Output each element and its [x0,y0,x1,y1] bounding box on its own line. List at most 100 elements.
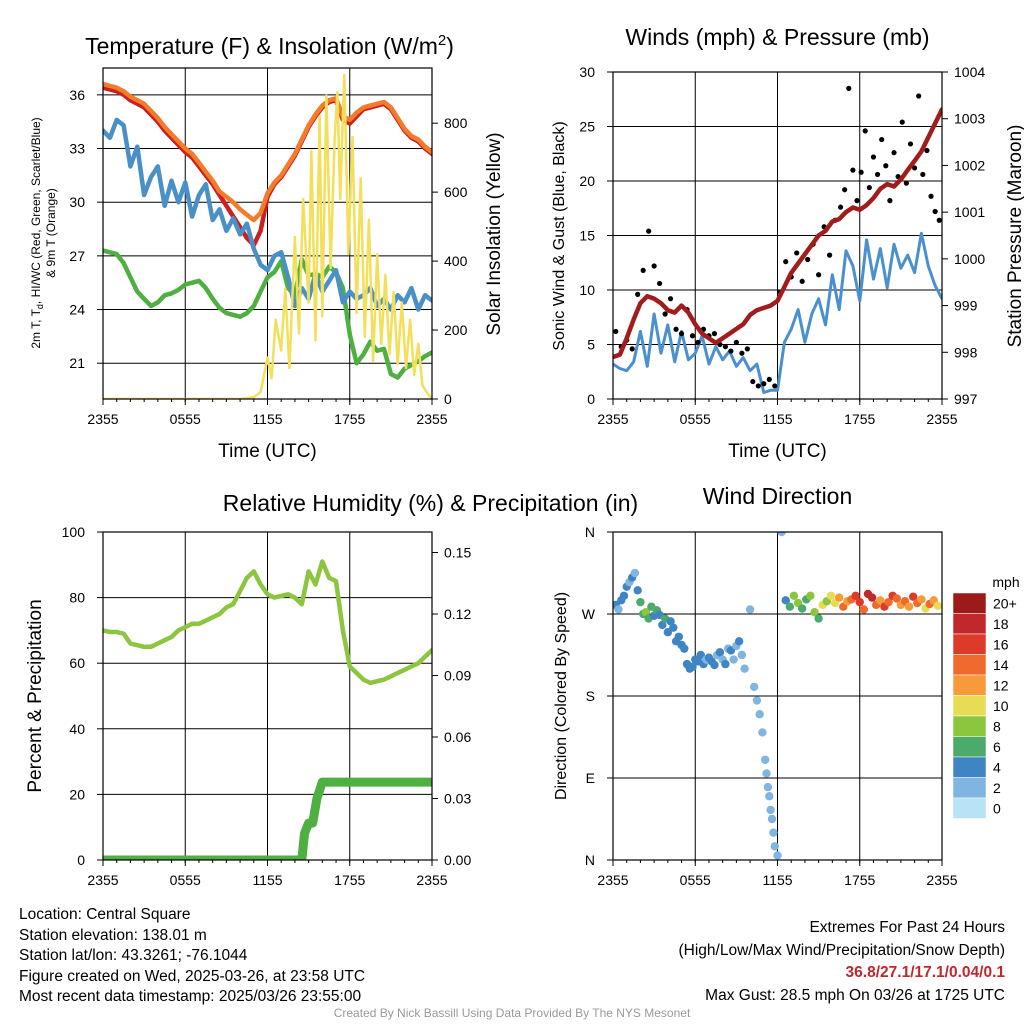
wind-gust-point [711,331,718,337]
legend-label: 14 [993,657,1009,673]
temp-xtick-label: 1755 [334,411,365,427]
wdir-ytick-label: S [586,688,595,704]
temp-ylabel-sub: d [35,304,45,309]
wdir-xtick-label: 2355 [926,872,957,888]
legend-swatch [952,654,987,676]
wdir-point [669,623,678,632]
legend-title: mph [992,574,1019,590]
legend-swatch [952,715,987,737]
wdir-point [797,604,807,613]
legend-label: 10 [993,698,1009,714]
wdir-point [614,605,623,614]
wind-border [612,71,943,400]
wind-gust-point [750,378,756,385]
wdir-legend: mph 20+ 18 16 14 12 10 8 6 4 2 0 [952,574,1020,819]
wind-series-group [613,85,942,394]
wind-ytick-label: 10 [579,282,595,298]
rh-ylabel-left: Percent & Precipitation [25,599,46,792]
wind-gust-point [928,193,934,199]
wdir-point [767,814,777,824]
wind-gust-point [846,85,852,91]
rh-xtick-label: 2355 [87,872,118,888]
wdir-ytick-label: E [586,770,595,786]
meteogram-charts: 2355 0555 1155 1755 235521242730333602004006… [25,24,1024,888]
extremes-legend: (High/Low/Max Wind/Precipitation/Snow De… [678,941,1006,959]
wdir-point [917,595,926,604]
wdir-point [933,601,942,610]
rh-ytick-label: 100 [62,524,86,540]
wind-gust-point [862,128,868,134]
wind-xtick-label: 1755 [844,411,875,427]
temp-ytick-right-label: 600 [444,184,468,200]
wdir-point [752,696,762,705]
rh-panel: 2355 0555 1155 1755 23550204060801000.000.03… [25,490,638,888]
wdir-point [859,605,869,614]
temp-panel: 2355 0555 1155 1755 2355 21 24 27 30 33 36 0 200 400 6… [29,32,505,462]
wind-gust-point [932,208,938,215]
wind-gust-point [887,198,893,204]
legend-label: 8 [993,718,1001,734]
extremes-values: 36.8/27.1/17.1/0.04/0.1 [845,964,1005,981]
wdir-ylabel-left: Direction (Colored By Speed) [553,592,570,800]
wind-ytick-right-label: 1001 [954,204,985,220]
wdir-point [737,650,747,660]
legend-swatch [952,674,987,696]
rh-ytick-right-label: 0.09 [444,668,471,684]
wdir-point [765,792,774,801]
wind-ytick-label: 25 [579,119,595,135]
wind-title: Winds (mph) & Pressure (mb) [625,24,929,50]
wind-ytick-right-label: 997 [954,391,978,407]
wdir-point [641,607,651,617]
wind-xtick-label: 1155 [762,411,792,427]
wind-gust-point [924,147,930,154]
wdir-point [688,662,697,672]
legend-label: 16 [993,636,1009,652]
rh-ytick-right-label: 0.15 [444,545,471,561]
temp-ytick-right-label: 0 [444,391,452,407]
station-latlon: Station lat/lon: 43.3261; -76.1044 [19,947,248,964]
wdir-point [680,644,689,653]
wind-gust-point [728,348,734,354]
figure-created: Figure created on Wed, 2025-03-26, at 23… [19,967,366,985]
wdir-point [785,602,795,611]
rh-title: Relative Humidity (%) & Precipitation (i… [223,490,638,516]
wind-ylabel-right: Station Pressure (Maroon) [1005,125,1024,348]
wdir-point [636,597,645,607]
wind-xtick-label: 0555 [680,411,711,427]
wind-gust-point [744,346,750,352]
temp-ytick-right-label: 800 [444,115,468,131]
wind-ytick-label: 20 [579,173,595,189]
wind-gust-point [854,198,860,204]
legend-swatch [952,695,987,717]
rh-ytick-label: 80 [69,590,85,606]
wdir-ytick-label: N [585,524,595,540]
wind-xlabel: Time (UTC) [728,441,827,462]
temp-xtick-label: 2355 [416,411,447,427]
wdir-point [851,591,860,600]
temp-title: Temperature (F) & Insolation (W/m2) [85,32,454,59]
wind-gust-point [911,165,918,171]
wind-gust-point [899,119,905,125]
max-gust: Max Gust: 28.5 mph On 03/26 at 1725 UTC [705,986,1005,1004]
wdir-point [806,591,815,600]
wind-gust-point [733,339,739,345]
wind-gust-point [689,333,696,339]
wdir-point [658,620,667,630]
wind-gust-point [883,163,889,169]
temp-ylabel-1: 2m T, Td, HI/WC (Red, Green, Scarlet/Blu… [29,117,45,348]
wdir-point [892,594,901,603]
legend-swatch [952,592,987,614]
rh-ytick-right-label: 0.03 [444,791,471,807]
legend-swatch [952,777,987,799]
legend-label: 6 [993,739,1001,755]
wdir-point [633,586,642,595]
temp-xtick-label: 2355 [87,411,118,427]
wdir-point [810,607,819,617]
recent-timestamp: Most recent data timestamp: 2025/03/26 2… [19,988,362,1005]
rh-border [102,531,433,861]
rh-ytick-label: 40 [69,721,85,737]
wdir-ytick-label: W [582,606,596,622]
wind-ytick-right-label: 998 [954,344,978,360]
legend-label: 12 [993,677,1009,693]
wind-ytick-right-label: 1004 [954,64,985,80]
